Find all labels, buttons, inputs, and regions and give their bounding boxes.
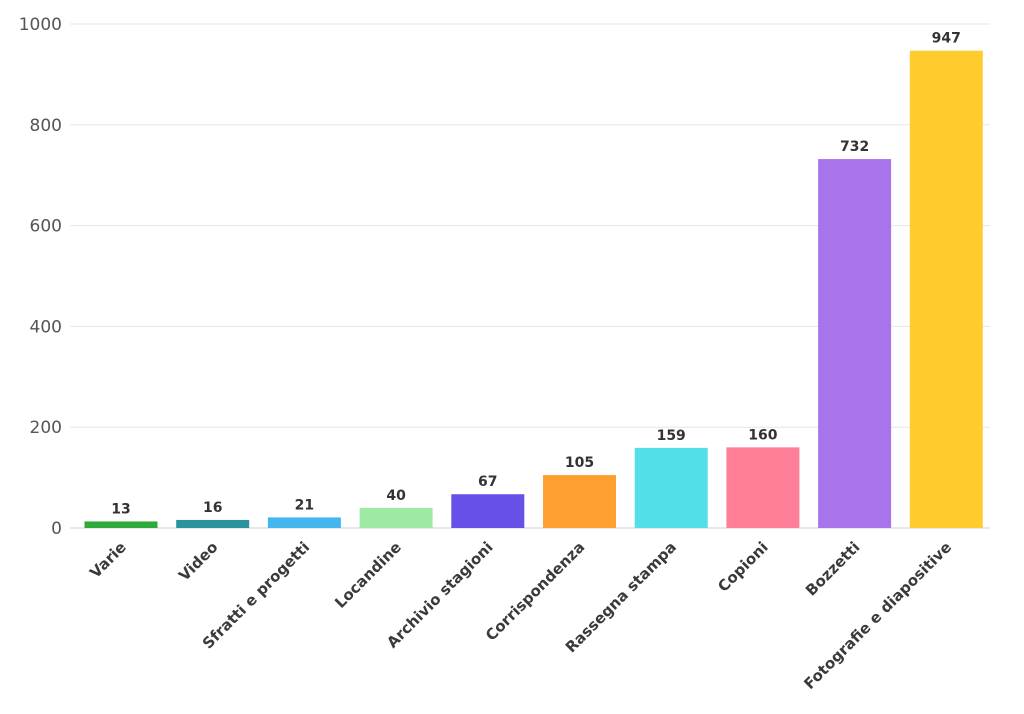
data-label: 13 (111, 501, 130, 517)
data-label: 40 (386, 488, 406, 504)
data-label: 105 (565, 455, 594, 471)
x-tick-label: Bozzetti (802, 538, 863, 599)
data-label: 732 (840, 139, 869, 155)
x-tick-label: Copioni (714, 538, 772, 596)
bar (84, 521, 158, 528)
x-tick-label: Locandine (331, 538, 405, 612)
x-tick-label: Varie (86, 538, 130, 582)
bar (909, 50, 983, 528)
y-tick-label: 800 (30, 116, 62, 136)
x-tick-label: Corrispondenza (482, 538, 588, 644)
bar (267, 517, 341, 528)
bar (451, 494, 525, 528)
x-tick-label: Video (175, 538, 221, 584)
y-tick-label: 400 (30, 317, 62, 337)
y-tick-label: 200 (30, 418, 62, 438)
x-tick-label: Fotografie e diapositive (800, 538, 955, 693)
bar (176, 519, 250, 528)
data-label: 947 (932, 31, 961, 47)
bar (359, 507, 433, 528)
data-label: 67 (478, 474, 497, 490)
y-tick-label: 0 (51, 519, 62, 539)
data-label: 16 (203, 500, 222, 516)
data-label: 159 (657, 428, 686, 444)
data-label: 21 (295, 497, 314, 513)
bar (726, 447, 800, 528)
bar (634, 447, 708, 528)
bar (543, 475, 616, 528)
bar (818, 159, 892, 528)
y-tick-label: 600 (30, 217, 62, 237)
data-label: 160 (748, 427, 777, 443)
y-tick-label: 1000 (19, 15, 62, 35)
